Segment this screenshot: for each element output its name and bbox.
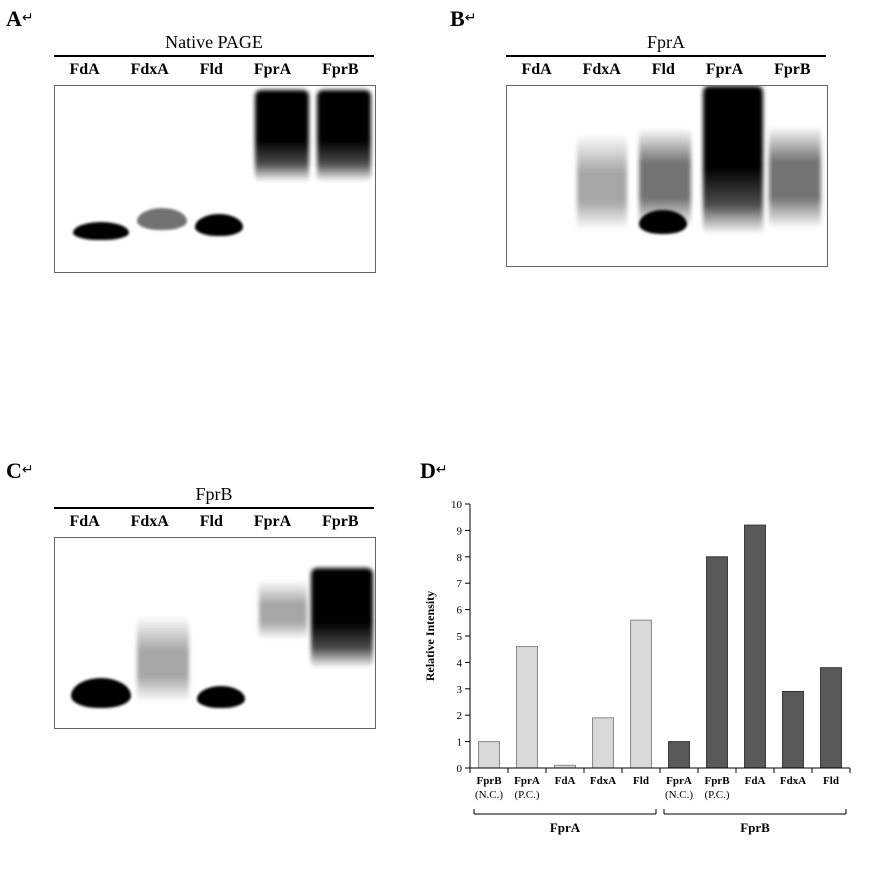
panel-b-rule [506,55,826,57]
return-mark: ↵ [22,11,34,26]
lane-label: FprB [774,61,810,79]
svg-text:1: 1 [457,737,463,749]
return-mark: ↵ [465,11,477,26]
panel-a-title: Native PAGE [54,32,374,53]
panel-letter-b-text: B [450,6,465,31]
panel-c-title: FprB [54,484,374,505]
panel-letter-c: C↵ [6,458,386,484]
panel-b-title: FprA [506,32,826,53]
return-mark: ↵ [436,463,448,478]
svg-text:FprB: FprB [476,775,502,787]
svg-text:FdA: FdA [745,775,766,787]
figure: A↵ Native PAGE FdA FdxA Fld FprA FprB B↵… [0,0,876,877]
gel-band [311,568,373,668]
svg-text:(N.C.): (N.C.) [475,789,503,801]
lane-label: Fld [200,513,223,531]
return-mark: ↵ [22,463,34,478]
gel-band [71,678,131,708]
chart-bar [745,525,766,768]
lane-label: FdxA [131,513,169,531]
panel-b-lanes: FdA FdxA Fld FprA FprB [506,61,826,79]
lane-label: FprA [254,61,291,79]
chart-bar [707,557,728,768]
lane-label: Fld [652,61,675,79]
svg-text:2: 2 [457,710,463,722]
panel-letter-d-text: D [420,458,436,483]
svg-text:4: 4 [457,657,463,669]
svg-text:5: 5 [457,631,463,643]
svg-text:Fld: Fld [633,775,649,787]
svg-text:FprA: FprA [550,820,581,835]
panel-a-rule [54,55,374,57]
chart-bar [669,742,690,768]
bar-chart: 0 1 2 3 4 5 6 7 8 9 10 FprB (N.C.) FprA (P.C.) FdA FdxA F… [420,484,870,869]
svg-text:6: 6 [457,605,463,617]
gel-band [639,210,687,234]
panel-c-lanes: FdA FdxA Fld FprA FprB [54,513,374,531]
chart-bar [479,742,500,768]
svg-text:8: 8 [457,552,463,564]
svg-text:FprB: FprB [704,775,730,787]
gel-band [73,222,129,240]
svg-text:(P.C.): (P.C.) [514,789,539,801]
lane-label: FdA [69,513,99,531]
panel-letter-b: B↵ [450,6,850,32]
chart-bar [517,647,538,768]
svg-text:(P.C.): (P.C.) [704,789,729,801]
lane-label: FprB [322,513,358,531]
svg-text:(N.C.): (N.C.) [665,789,693,801]
panel-letter-a-text: A [6,6,22,31]
panel-letter-a: A↵ [6,6,386,32]
lane-label: Fld [200,61,223,79]
lane-label: FdxA [131,61,169,79]
lane-label: FdxA [583,61,621,79]
panel-letter-d: D↵ [420,458,870,484]
svg-text:FdA: FdA [555,775,576,787]
svg-text:3: 3 [457,684,463,696]
svg-text:FdxA: FdxA [780,775,806,787]
blot-a [54,85,376,273]
panel-letter-c-text: C [6,458,22,483]
panel-a: A↵ Native PAGE FdA FdxA Fld FprA FprB [6,6,386,273]
lane-label: FdA [521,61,551,79]
gel-band [259,580,307,640]
panel-b: B↵ FprA FdA FdxA Fld FprA FprB [450,6,850,267]
svg-text:FprB: FprB [740,820,770,835]
svg-text:0: 0 [457,763,463,775]
lane-label: FdA [69,61,99,79]
svg-text:FprA: FprA [514,775,540,787]
lane-label: FprB [322,61,358,79]
svg-text:FdxA: FdxA [590,775,616,787]
gel-band [577,134,627,230]
chart-bar [593,718,614,768]
gel-band [317,90,371,182]
lane-label: FprA [706,61,743,79]
panel-d: D↵ 0 1 2 3 4 5 6 7 8 9 10 FprB (N.C.) FprA (P.C.) FdA Fd… [420,458,870,869]
svg-text:9: 9 [457,525,463,537]
chart-bar [783,691,804,768]
lane-label: FprA [254,513,291,531]
gel-band [769,126,821,228]
svg-text:10: 10 [451,499,463,511]
gel-band [703,86,763,234]
gel-band [195,214,243,236]
svg-text:FprA: FprA [666,775,692,787]
svg-text:Fld: Fld [823,775,839,787]
gel-band [137,208,187,230]
panel-a-lanes: FdA FdxA Fld FprA FprB [54,61,374,79]
gel-band [137,616,189,702]
panel-c: C↵ FprB FdA FdxA Fld FprA FprB [6,458,386,729]
svg-text:Relative Intensity: Relative Intensity [423,591,437,681]
chart-bar [631,620,652,768]
svg-text:7: 7 [457,578,463,590]
chart-bar [821,668,842,768]
blot-b [506,85,828,267]
gel-band [255,90,309,182]
blot-c [54,537,376,729]
panel-c-rule [54,507,374,509]
gel-band [197,686,245,708]
